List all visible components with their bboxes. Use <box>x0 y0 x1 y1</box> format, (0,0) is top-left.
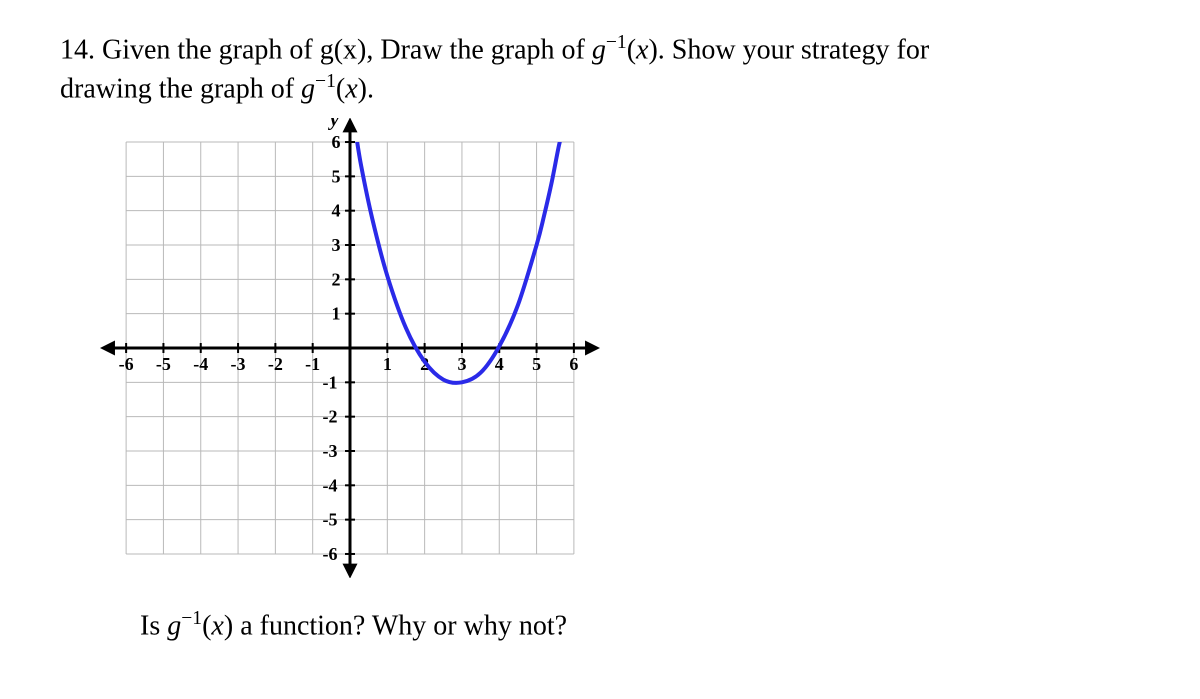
coordinate-graph: -6-5-4-3-2-1123456-6-5-4-3-2-1123456xy <box>100 118 600 578</box>
q-exp-1: −1 <box>606 32 627 53</box>
svg-text:-1: -1 <box>323 373 338 393</box>
q-text-2: drawing the graph of <box>60 73 301 104</box>
svg-text:-3: -3 <box>231 354 246 374</box>
svg-text:1: 1 <box>332 304 341 324</box>
question-number: 14. <box>60 34 95 65</box>
svg-text:5: 5 <box>332 167 341 187</box>
footer-arg: (x) <box>202 611 233 642</box>
q-func-g-2: g <box>301 73 315 104</box>
q-exp-2: −1 <box>315 71 336 92</box>
svg-text:-5: -5 <box>156 354 171 374</box>
footer-question: Is g−1(x) a function? Why or why not? <box>140 608 1140 642</box>
svg-text:-5: -5 <box>323 510 338 530</box>
svg-text:3: 3 <box>457 354 466 374</box>
q-text-1: Given the graph of g(x), Draw the graph … <box>102 34 592 65</box>
footer-func-g: g <box>167 611 181 642</box>
svg-text:4: 4 <box>332 201 341 221</box>
q-period: . <box>367 73 374 104</box>
q-var-x-1: x <box>636 34 648 65</box>
svg-text:1: 1 <box>383 354 392 374</box>
footer-rest: a function? Why or why not? <box>233 611 567 642</box>
q-var-x-2: x <box>345 73 357 104</box>
svg-text:-2: -2 <box>323 407 338 427</box>
q-func-g-1: g <box>592 34 606 65</box>
svg-text:-1: -1 <box>305 354 320 374</box>
question-prompt: 14. Given the graph of g(x), Draw the gr… <box>60 30 1140 108</box>
svg-text:-4: -4 <box>193 354 208 374</box>
footer-exp: −1 <box>181 608 202 629</box>
q-arg-2: (x) <box>336 73 367 104</box>
svg-text:4: 4 <box>495 354 504 374</box>
svg-text:3: 3 <box>332 235 341 255</box>
svg-text:6: 6 <box>332 132 341 152</box>
svg-text:-2: -2 <box>268 354 283 374</box>
svg-text:-6: -6 <box>119 354 134 374</box>
svg-text:-6: -6 <box>323 544 338 564</box>
graph-container: -6-5-4-3-2-1123456-6-5-4-3-2-1123456xy <box>100 118 1140 583</box>
svg-text:5: 5 <box>532 354 541 374</box>
svg-text:6: 6 <box>569 354 578 374</box>
svg-text:y: y <box>328 118 339 130</box>
footer-var-x: x <box>211 611 223 642</box>
q-arg-1: (x) <box>627 34 658 65</box>
svg-text:-3: -3 <box>323 441 338 461</box>
footer-prefix: Is <box>140 611 167 642</box>
svg-text:-4: -4 <box>323 476 338 496</box>
q-text-1b: . Show your strategy for <box>658 34 929 65</box>
svg-text:2: 2 <box>332 270 341 290</box>
